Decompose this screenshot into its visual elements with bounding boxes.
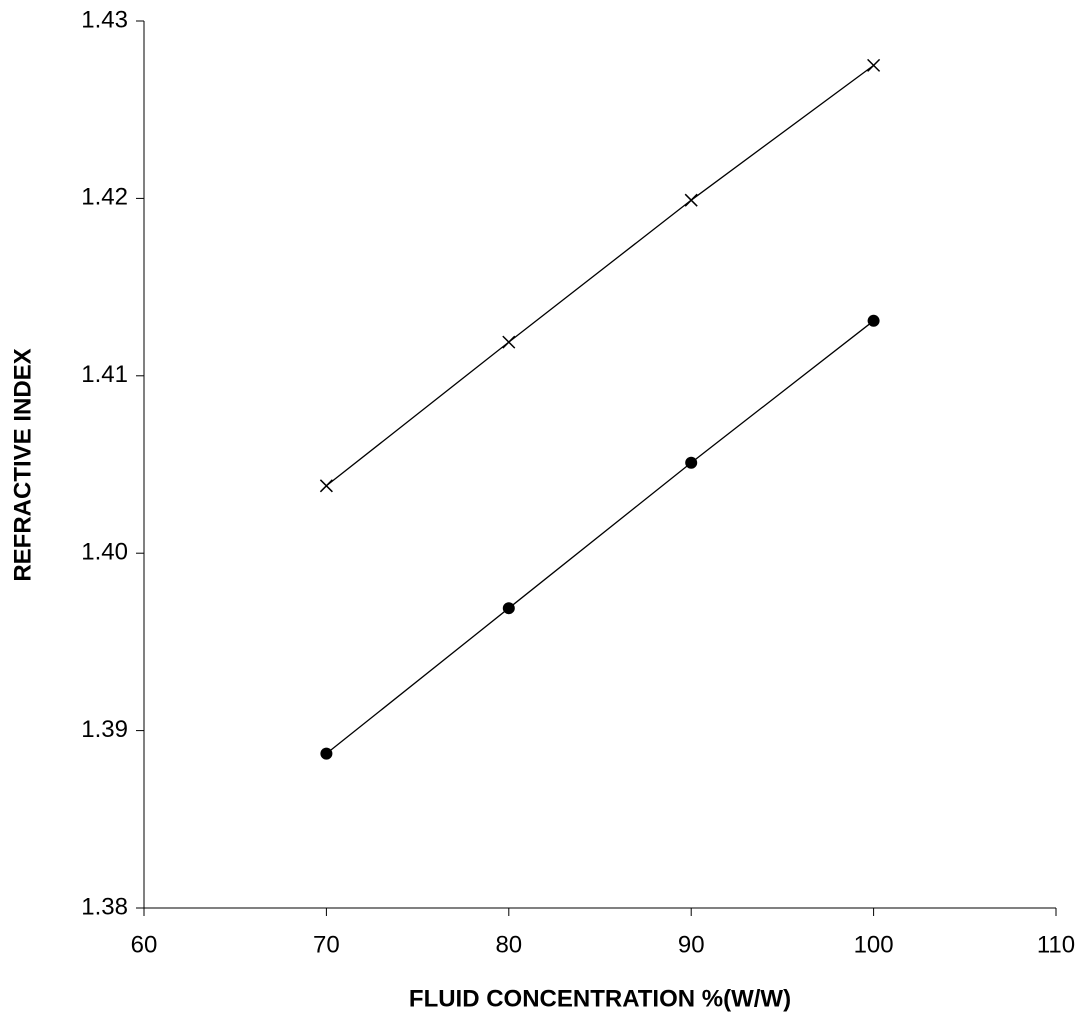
data-point bbox=[502, 335, 516, 349]
y-tick-label: 1.38 bbox=[81, 893, 128, 920]
data-point bbox=[684, 193, 698, 207]
y-tick-label: 1.41 bbox=[81, 361, 128, 388]
series-line bbox=[325, 64, 874, 487]
x-axis-title: FLUID CONCENTRATION %(W/W) bbox=[409, 985, 791, 1012]
y-tick-label: 1.39 bbox=[81, 716, 128, 743]
data-point bbox=[867, 314, 880, 327]
data-point bbox=[685, 456, 698, 469]
x-tick-label: 100 bbox=[854, 931, 894, 958]
data-point bbox=[320, 747, 333, 760]
x-tick-label: 70 bbox=[313, 931, 340, 958]
x-tick-label: 110 bbox=[1037, 931, 1075, 958]
y-tick-label: 1.43 bbox=[81, 6, 128, 33]
x-tick-label: 60 bbox=[131, 931, 158, 958]
x-tick-label: 90 bbox=[678, 931, 705, 958]
y-tick-label: 1.40 bbox=[81, 539, 128, 566]
x-tick-label: 80 bbox=[495, 931, 522, 958]
data-point bbox=[319, 479, 333, 493]
y-axis-title: REFRACTIVE INDEX bbox=[9, 348, 36, 581]
y-tick-label: 1.42 bbox=[81, 184, 128, 211]
data-point bbox=[502, 602, 515, 615]
series-line bbox=[325, 320, 874, 755]
data-point bbox=[867, 58, 881, 72]
